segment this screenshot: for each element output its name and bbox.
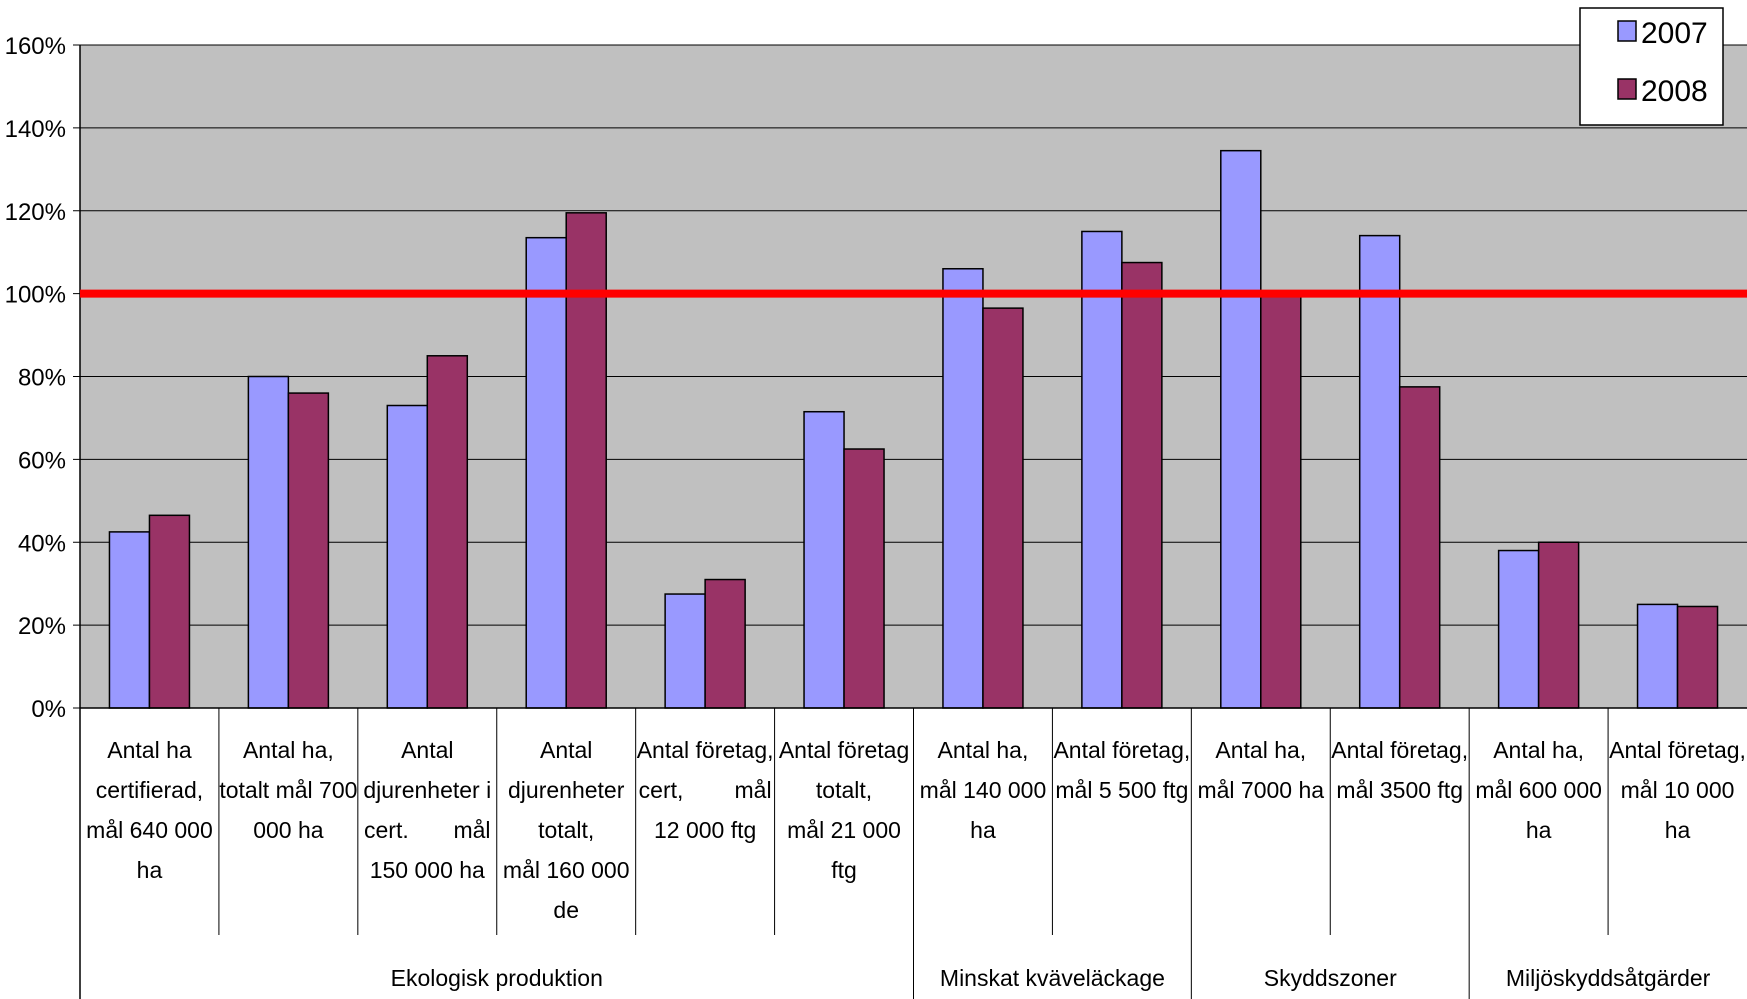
category-label: certifierad, [96, 777, 203, 803]
bar-2007-6 [803, 410, 845, 709]
category-label: totalt, [816, 777, 872, 803]
category-label: mål 600 000 [1475, 777, 1602, 803]
category-label: cert. mål [364, 817, 491, 843]
y-tick-label: 0% [31, 696, 66, 723]
legend-label-2007: 2007 [1641, 17, 1708, 50]
bar-2008-10 [1398, 386, 1441, 709]
category-label: Antal företag, [637, 737, 774, 763]
category-label: totalt mål 700 [219, 777, 357, 803]
bar-2007-8 [1081, 230, 1123, 709]
category-label: 150 000 ha [370, 857, 485, 883]
category-label: mål 160 000 [503, 857, 630, 883]
bar-2007-7 [942, 268, 984, 709]
bar-2007-12 [1636, 603, 1679, 709]
category-label: djurenheter i [363, 777, 491, 803]
bar-2008-6 [843, 448, 885, 709]
group-label: Ekologisk produktion [391, 965, 603, 991]
category-label: Antal ha, [243, 737, 334, 763]
bar-2007-2 [247, 375, 290, 709]
category-label: ftg [831, 857, 857, 883]
category-label: Antal företag [779, 737, 909, 763]
bar-2008-8 [1121, 261, 1163, 709]
group-label: Minskat kväveläckage [940, 965, 1165, 991]
bar-2007-3 [386, 404, 429, 709]
y-tick-label: 140% [5, 116, 66, 143]
bar-2008-9 [1260, 292, 1302, 709]
category-label: Antal företag, [1609, 737, 1746, 763]
legend: 2007 2008 [1579, 7, 1724, 126]
category-label: Antal ha, [1215, 737, 1306, 763]
category-label: mål 21 000 [787, 817, 901, 843]
category-label: Antal ha [107, 737, 192, 763]
bar-2008-1 [148, 514, 191, 709]
category-label: mål 10 000 [1621, 777, 1735, 803]
category-label: mål 140 000 [920, 777, 1047, 803]
category-label: 12 000 ftg [654, 817, 756, 843]
category-label: de [553, 897, 579, 923]
category-label: Antal [540, 737, 592, 763]
bar-2007-4 [525, 236, 567, 709]
axes [73, 44, 1747, 999]
gridlines [80, 44, 1747, 626]
y-tick-label: 40% [18, 530, 66, 557]
y-tick-label: 100% [5, 282, 66, 309]
category-label: ha [137, 857, 163, 883]
category-label: ha [970, 817, 996, 843]
group-label: Skyddszoner [1264, 965, 1397, 991]
category-label: Antal [401, 737, 453, 763]
category-label: cert, mål [639, 777, 772, 803]
bar-2008-4 [565, 212, 607, 709]
bar-2008-5 [704, 578, 746, 709]
bar-2007-9 [1220, 149, 1262, 709]
legend-swatch-2008 [1617, 78, 1637, 100]
category-label: djurenheter [508, 777, 625, 803]
y-tick-label: 80% [18, 365, 66, 392]
category-label: mål 5 500 ftg [1055, 777, 1188, 803]
category-label: Antal företag, [1053, 737, 1190, 763]
category-label: Antal företag, [1331, 737, 1468, 763]
group-label: Miljöskyddsåtgärder [1506, 965, 1711, 991]
category-label: totalt, [538, 817, 594, 843]
bar-2007-10 [1358, 234, 1401, 709]
y-tick-label: 60% [18, 447, 66, 474]
category-label: mål 640 000 [86, 817, 213, 843]
bars [108, 149, 1719, 709]
category-label: mål 3500 ftg [1336, 777, 1463, 803]
category-label: ha [1665, 817, 1691, 843]
bar-2008-7 [982, 307, 1024, 709]
bar-2007-1 [108, 531, 151, 709]
bar-2008-11 [1537, 541, 1580, 709]
bar-2008-12 [1676, 605, 1719, 709]
legend-label-2008: 2008 [1641, 75, 1708, 108]
category-label: mål 7000 ha [1197, 777, 1324, 803]
labels: 0% 20% 40% 60% 80% 100% 120% 140% 160% Antal ha ce… [5, 33, 1746, 991]
category-label: Antal ha, [938, 737, 1029, 763]
category-label: Antal ha, [1493, 737, 1584, 763]
y-tick-label: 20% [18, 613, 66, 640]
bar-2007-5 [664, 593, 706, 709]
bar-2007-11 [1497, 549, 1540, 709]
legend-box [1579, 7, 1724, 126]
bar-2008-3 [426, 355, 469, 709]
bar-2008-2 [287, 392, 330, 709]
legend-swatch-2007 [1617, 20, 1637, 42]
y-tick-label: 120% [5, 199, 66, 226]
category-label: 000 ha [253, 817, 324, 843]
y-tick-label: 160% [5, 33, 66, 60]
category-label: ha [1526, 817, 1552, 843]
